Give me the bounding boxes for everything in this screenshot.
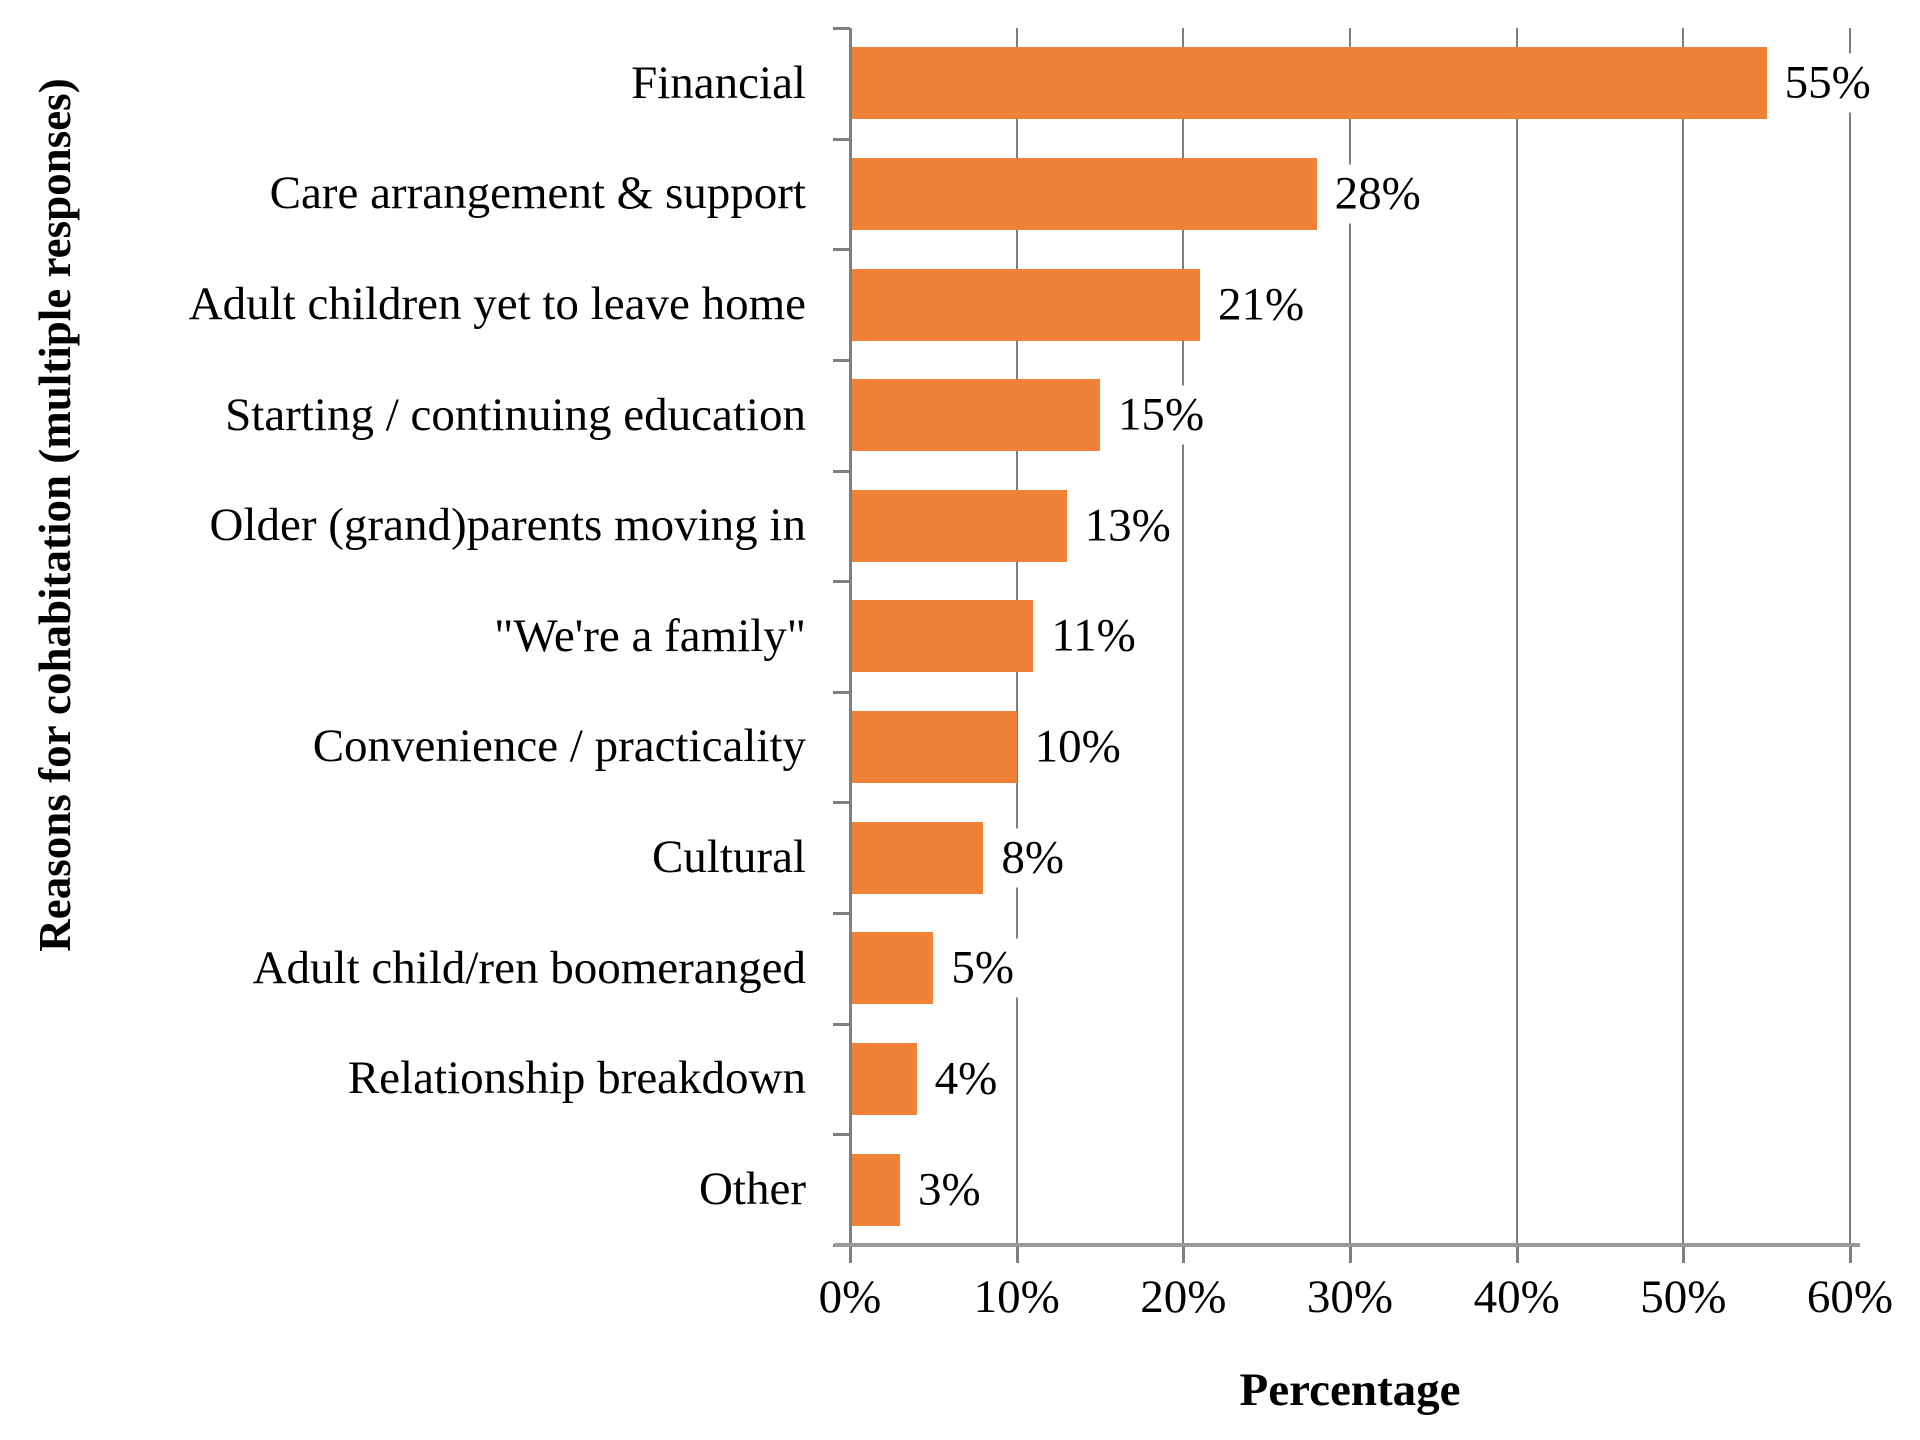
bar-convenience-practicality: [850, 711, 1017, 784]
value-label: 3%: [914, 1160, 985, 1220]
x-tick-label: 0%: [818, 1271, 882, 1323]
value-label: 55%: [1780, 53, 1875, 113]
bar-other: [850, 1153, 900, 1226]
bar-older-grand-parents-moving-in: [850, 489, 1067, 562]
x-axis-tick: [1349, 1245, 1352, 1263]
category-label: Adult child/ren boomeranged: [252, 941, 806, 994]
gridline-20%: [1182, 28, 1185, 1245]
bar-row: 28%: [850, 139, 1850, 250]
category-label: Older (grand)parents moving in: [209, 499, 806, 552]
y-axis-tick: [833, 1133, 850, 1137]
gridline-50%: [1682, 28, 1685, 1245]
x-axis-tick: [1515, 1245, 1519, 1263]
bar-we-re-a-family: [850, 600, 1034, 673]
bar-financial: [850, 47, 1767, 120]
y-axis-tick: [833, 801, 850, 805]
category-label: Starting / continuing education: [225, 388, 806, 441]
bar-row: 4%: [850, 1024, 1850, 1135]
x-tick-label: 40%: [1473, 1271, 1560, 1323]
bar-row: 15%: [850, 360, 1850, 471]
y-axis-tick: [833, 27, 850, 30]
value-label: 5%: [947, 938, 1018, 998]
bar-row: 21%: [850, 249, 1850, 360]
value-label: 13%: [1080, 496, 1175, 556]
y-axis-tick: [833, 1022, 850, 1026]
value-label: 15%: [1114, 385, 1209, 445]
y-axis-tick: [833, 469, 850, 473]
x-tick-label: 60%: [1806, 1271, 1894, 1323]
x-axis-tick: [849, 1245, 852, 1263]
x-tick-label: 20%: [1140, 1271, 1227, 1323]
bar-adult-children-yet-to-leave-home: [850, 268, 1200, 341]
bar-row: 13%: [850, 471, 1850, 582]
bar-row: 55%: [850, 28, 1875, 139]
x-axis-tick: [1182, 1245, 1186, 1263]
gridline-30%: [1349, 28, 1351, 1245]
y-axis-tick: [833, 690, 850, 694]
category-label: Relationship breakdown: [347, 1052, 806, 1105]
category-label: Adult children yet to leave home: [188, 277, 806, 330]
bar-row: 10%: [850, 692, 1850, 803]
category-label: Other: [698, 1163, 806, 1215]
x-tick-label: 30%: [1306, 1271, 1394, 1323]
gridline-60%: [1849, 28, 1851, 1245]
y-axis-line: [849, 28, 852, 1245]
x-axis-title: Percentage: [1239, 1364, 1461, 1416]
bar-row: 11%: [850, 581, 1850, 692]
y-axis-tick: [833, 358, 850, 362]
category-label: Care arrangement & support: [269, 167, 806, 220]
value-label: 21%: [1214, 275, 1309, 335]
value-label: 8%: [997, 828, 1068, 888]
bar-relationship-breakdown: [850, 1043, 917, 1116]
y-axis-tick: [833, 580, 850, 584]
x-tick-label: 10%: [973, 1271, 1060, 1323]
bar-row: 3%: [850, 1134, 1850, 1245]
value-label: 11%: [1047, 606, 1140, 666]
y-axis-tick: [833, 137, 850, 141]
plot-area: 55% 28% 21% 15% 13% 11% 10% 8% 5% 4% 3%: [834, 28, 1875, 1247]
x-axis-tick: [1015, 1245, 1019, 1263]
bar-care-arrangement-support: [850, 157, 1317, 230]
category-label: Cultural: [651, 831, 806, 884]
bar-adult-child-ren-boomeranged: [850, 932, 934, 1005]
gridline-40%: [1515, 28, 1518, 1245]
category-label: Convenience / practicality: [312, 720, 806, 773]
value-label: 4%: [930, 1049, 1002, 1109]
x-tick-label: 50%: [1640, 1271, 1727, 1323]
category-label: Financial: [631, 56, 806, 109]
bar-row: 5%: [850, 913, 1850, 1024]
y-axis-tick: [833, 912, 850, 916]
x-axis-tick: [1849, 1245, 1852, 1263]
bar-row: 8%: [850, 802, 1850, 913]
bar-cultural: [850, 821, 984, 894]
value-label: 28%: [1330, 164, 1425, 224]
category-label: "We're a family": [494, 609, 806, 662]
y-axis-tick: [833, 248, 850, 252]
value-label: 10%: [1030, 717, 1125, 777]
x-axis-tick: [1682, 1245, 1686, 1263]
bar-starting-continuing-education: [850, 379, 1100, 452]
x-axis-line: [834, 1243, 1860, 1247]
